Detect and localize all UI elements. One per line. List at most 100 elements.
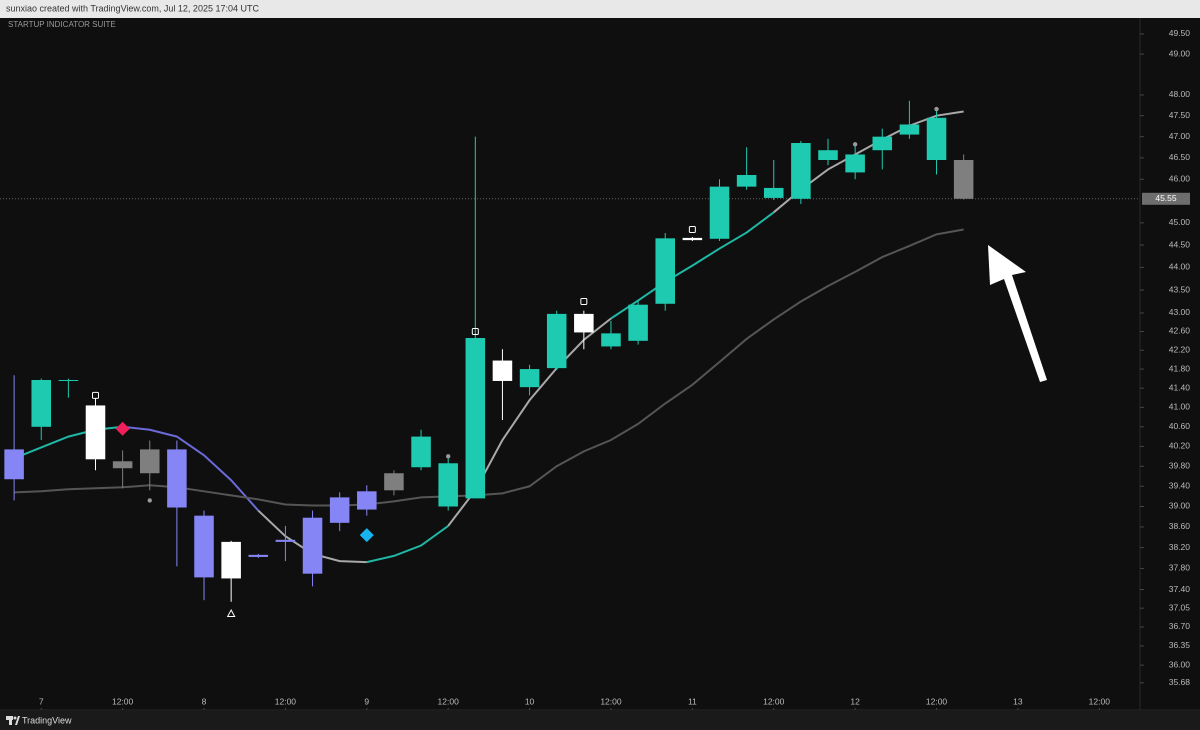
y-tick-label: 39.80 — [1169, 461, 1191, 471]
y-tick-label: 37.80 — [1169, 563, 1191, 573]
candle-body — [221, 541, 241, 579]
y-tick-label: 47.00 — [1169, 131, 1191, 141]
candle-body — [601, 333, 621, 347]
y-tick-label: 36.00 — [1169, 659, 1191, 669]
x-tick-label: 12:00 — [763, 696, 785, 706]
candle-body — [872, 136, 893, 151]
candle-body — [357, 491, 377, 510]
y-tick-label: 38.60 — [1169, 521, 1191, 531]
last-price-label: 45.55 — [1155, 193, 1177, 203]
candle-body — [4, 449, 24, 480]
candle-body — [167, 449, 187, 508]
x-tick-label: 10 — [525, 696, 535, 706]
x-tick-label: 12:00 — [112, 696, 134, 706]
indicator-line — [610, 211, 775, 320]
y-tick-label: 37.05 — [1169, 602, 1191, 612]
x-tick-label: 8 — [202, 696, 207, 706]
y-tick-label: 36.35 — [1169, 640, 1191, 650]
signal-square — [91, 391, 99, 399]
candle-body — [926, 117, 947, 161]
y-tick-label: 35.68 — [1169, 677, 1191, 687]
y-tick-label: 49.50 — [1169, 28, 1191, 38]
signal-dot — [852, 142, 858, 147]
y-tick-label: 46.00 — [1169, 174, 1191, 184]
header-bar — [0, 0, 1200, 18]
signal-square — [580, 297, 588, 305]
y-tick-label: 36.70 — [1169, 621, 1191, 631]
candle-body — [139, 449, 160, 474]
y-tick-label: 40.60 — [1169, 421, 1191, 431]
x-tick-label: 12:00 — [600, 696, 622, 706]
y-tick-label: 39.40 — [1169, 481, 1191, 491]
candle-body — [58, 380, 79, 382]
y-tick-label: 37.40 — [1169, 584, 1191, 594]
y-tick-label: 38.20 — [1169, 542, 1191, 552]
footer-text: TradingView — [22, 715, 72, 725]
y-tick-label: 41.80 — [1169, 363, 1191, 373]
plot: 49.50 49.00 48.00 47.50 47.00 46.50 46.00 45.00… — [0, 28, 1190, 710]
y-tick-label: 40.20 — [1169, 441, 1191, 451]
last-price-box — [1142, 192, 1190, 205]
header-text: sunxiao created with TradingView.com, Ju… — [6, 3, 259, 13]
candle-body — [546, 313, 567, 369]
x-tick-label: 7 — [39, 696, 44, 706]
candle-body — [384, 473, 404, 491]
candle-body — [818, 150, 838, 161]
candle-body — [953, 160, 974, 199]
y-tick-label: 42.60 — [1169, 326, 1191, 336]
candle-body — [574, 313, 594, 333]
candle-body — [709, 186, 730, 239]
signal-square — [471, 327, 479, 335]
x-tick-label: 9 — [364, 696, 369, 706]
candle-body — [194, 515, 214, 578]
candle-body — [248, 554, 269, 557]
y-tick-label: 43.00 — [1169, 307, 1191, 317]
signal-dot — [934, 106, 939, 112]
x-tick-label: 12:00 — [1089, 696, 1111, 706]
signal-triangle — [226, 608, 236, 618]
signal-dot — [147, 498, 152, 503]
signal-diamond — [115, 421, 130, 436]
x-tick-label: 13 — [1013, 696, 1023, 706]
candle-body — [112, 461, 133, 469]
candle-body — [275, 539, 296, 542]
y-tick-label: 48.00 — [1169, 89, 1191, 99]
candle-body — [519, 369, 540, 388]
x-tick-label: 12:00 — [926, 696, 948, 706]
footer-bar — [0, 711, 1200, 730]
candle-body — [438, 463, 458, 507]
y-tick-label: 46.50 — [1169, 152, 1191, 162]
candle-body — [411, 436, 431, 468]
y-tick-label: 39.00 — [1169, 501, 1191, 511]
x-tick-label: 12 — [850, 696, 860, 706]
y-tick-label: 41.00 — [1169, 402, 1191, 412]
candle-body — [31, 380, 52, 427]
logo — [6, 716, 20, 725]
x-tick-label: 11 — [688, 696, 697, 706]
chart-title: STARTUP INDICATOR SUITE — [8, 20, 116, 29]
y-tick-label: 44.50 — [1169, 239, 1191, 249]
candle-body — [492, 360, 513, 381]
candle-body — [845, 154, 865, 173]
x-tick-label: 12:00 — [438, 696, 460, 706]
y-tick-label: 44.00 — [1169, 262, 1191, 272]
candle-body — [329, 497, 350, 523]
candle-body — [763, 187, 784, 198]
candle-body — [736, 174, 757, 187]
x-tick-label: 12:00 — [275, 696, 297, 706]
candle-body — [85, 405, 106, 460]
y-tick-label: 49.00 — [1169, 48, 1191, 58]
y-tick-label: 41.40 — [1169, 382, 1191, 392]
candle-body — [682, 237, 703, 241]
signal-diamond — [359, 528, 374, 543]
candle-body — [302, 517, 323, 574]
candle-body — [899, 124, 920, 135]
signal-square — [688, 225, 696, 233]
y-tick-label: 45.00 — [1169, 217, 1191, 227]
indicator-line — [122, 425, 260, 512]
y-tick-label: 42.20 — [1169, 344, 1191, 354]
y-tick-label: 47.50 — [1169, 110, 1191, 120]
